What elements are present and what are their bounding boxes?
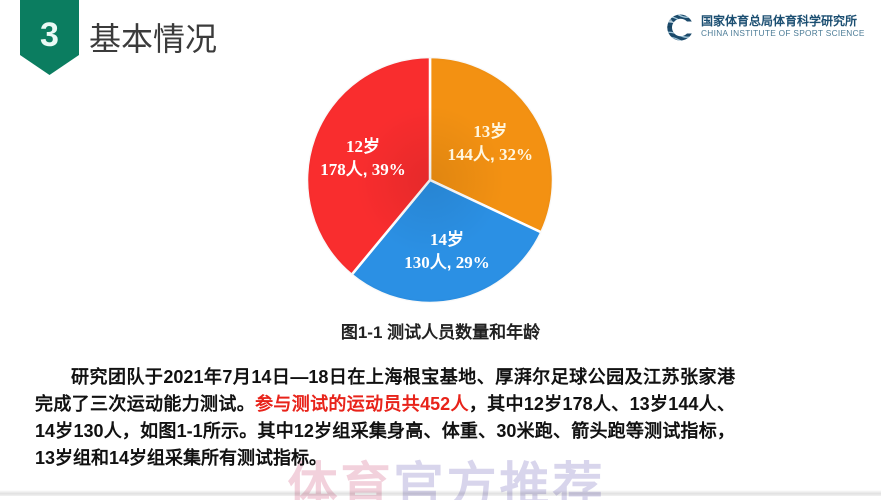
svg-text:12岁: 12岁 — [346, 136, 380, 156]
svg-text:14岁: 14岁 — [430, 229, 464, 249]
svg-text:3: 3 — [40, 16, 59, 54]
svg-text:13岁: 13岁 — [473, 121, 507, 141]
svg-text:130人, 29%: 130人, 29% — [404, 253, 489, 272]
svg-text:178人, 39%: 178人, 39% — [320, 160, 405, 179]
svg-text:144人, 32%: 144人, 32% — [447, 145, 532, 164]
